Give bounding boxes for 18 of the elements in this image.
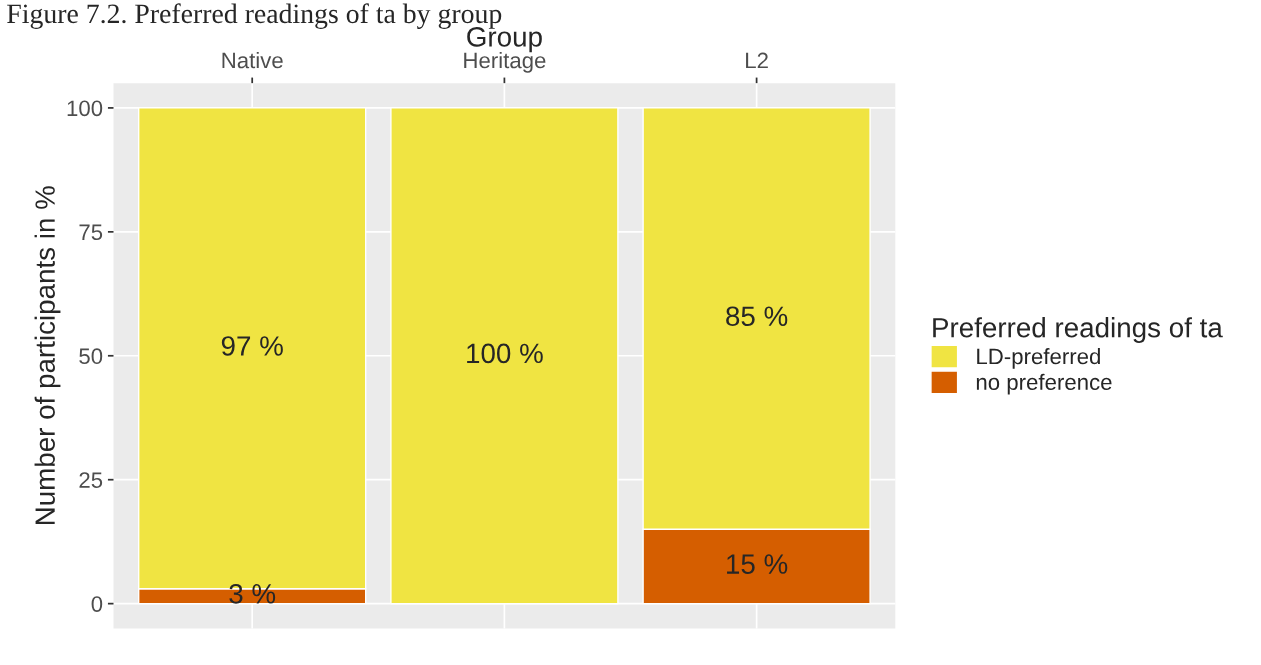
y-axis-title: Number of participants in % [34, 186, 61, 525]
x-tick-label: L2 [746, 52, 768, 69]
legend-label: no preference [976, 373, 1112, 395]
data-label: 100 % [467, 343, 543, 364]
chart-title: Figure 7.2. Preferred readings of ta by group [7, 3, 502, 29]
y-tick-label: 100 [67, 100, 103, 117]
y-tick-label: 75 [79, 224, 103, 241]
data-label: 15 % [727, 554, 788, 574]
legend-label: LD-preferred [977, 348, 1100, 369]
y-tick-label: 0 [91, 596, 103, 612]
x-axis-title: Group [467, 27, 542, 53]
x-tick-label: Heritage [464, 51, 546, 73]
data-label: 85 % [726, 306, 788, 327]
data-label: 97 % [221, 336, 283, 356]
y-tick-label: 50 [79, 348, 103, 365]
legend-title: Preferred readings of ta [933, 317, 1223, 343]
x-tick-label: Native [222, 51, 283, 69]
y-tick-label: 25 [79, 472, 103, 488]
